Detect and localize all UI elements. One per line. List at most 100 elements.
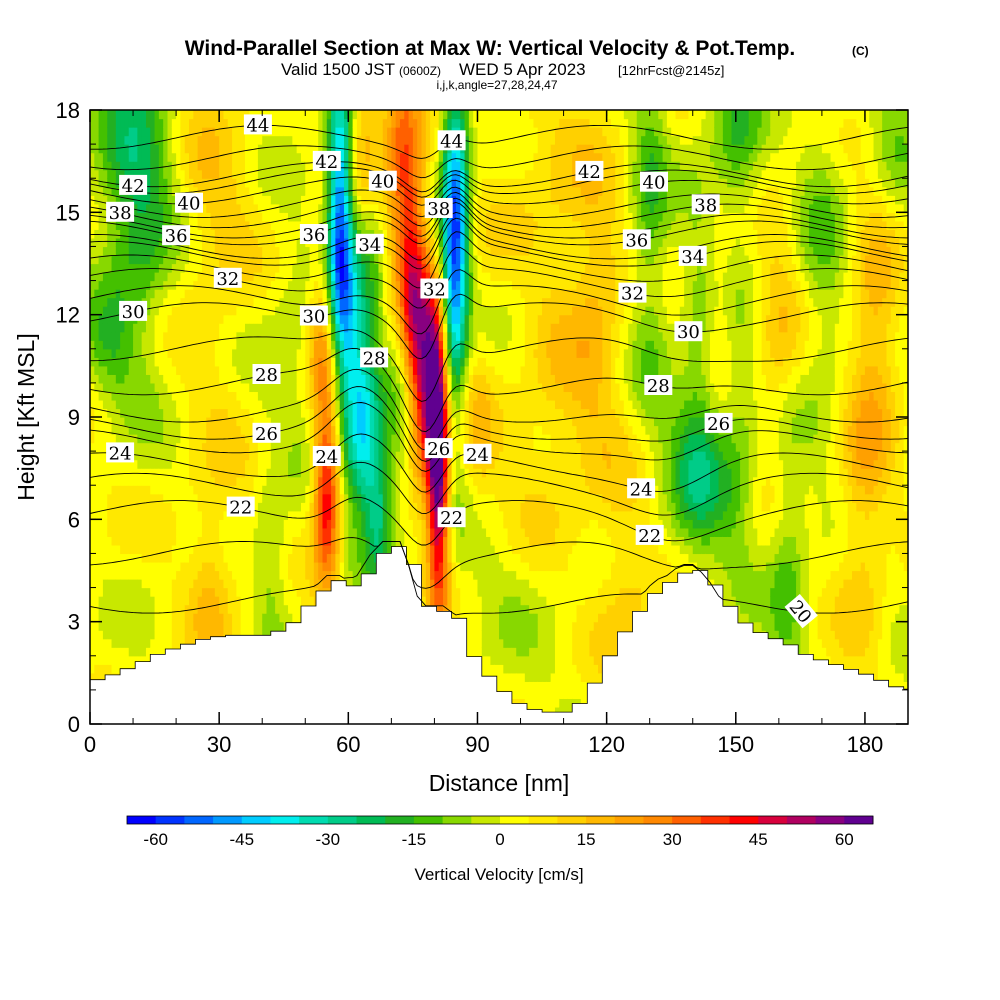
velocity-cell bbox=[90, 638, 95, 648]
velocity-cell bbox=[348, 289, 354, 299]
velocity-cell bbox=[378, 374, 384, 384]
velocity-cell bbox=[240, 331, 246, 341]
velocity-cell bbox=[266, 382, 272, 393]
velocity-cell bbox=[244, 544, 250, 555]
velocity-cell bbox=[94, 510, 100, 520]
velocity-cell bbox=[249, 485, 255, 495]
valid-date: WED 5 Apr 2023 bbox=[459, 60, 586, 79]
velocity-cell bbox=[223, 254, 229, 265]
velocity-cell bbox=[257, 485, 263, 495]
velocity-cell bbox=[189, 485, 194, 495]
velocity-cell bbox=[313, 357, 319, 367]
velocity-cell bbox=[124, 544, 130, 555]
velocity-cell bbox=[94, 280, 100, 290]
velocity-cell bbox=[296, 220, 302, 230]
velocity-cell bbox=[309, 382, 315, 393]
velocity-cell bbox=[124, 323, 130, 333]
velocity-cell bbox=[227, 553, 233, 563]
velocity-cell bbox=[180, 340, 186, 350]
velocity-cell bbox=[240, 382, 246, 393]
velocity-cell bbox=[244, 152, 250, 162]
velocity-cell bbox=[236, 237, 242, 248]
velocity-cell bbox=[240, 451, 246, 461]
velocity-cell bbox=[369, 144, 375, 154]
velocity-cell bbox=[339, 391, 345, 401]
velocity-cell bbox=[309, 476, 315, 486]
velocity-cell bbox=[292, 186, 298, 196]
velocity-cell bbox=[137, 289, 143, 299]
velocity-cell bbox=[111, 561, 117, 572]
velocity-cell bbox=[313, 365, 319, 375]
velocity-cell bbox=[98, 169, 104, 179]
velocity-cell bbox=[326, 272, 332, 282]
velocity-cell bbox=[102, 519, 108, 529]
velocity-cell bbox=[180, 561, 186, 572]
velocity-cell bbox=[154, 561, 160, 572]
velocity-cell bbox=[219, 570, 225, 580]
velocity-cell bbox=[124, 604, 130, 614]
velocity-cell bbox=[326, 289, 332, 299]
velocity-cell bbox=[201, 425, 207, 435]
velocity-cell bbox=[283, 178, 289, 188]
velocity-cell bbox=[236, 348, 242, 358]
velocity-cell bbox=[352, 169, 358, 179]
velocity-cell bbox=[145, 442, 151, 452]
velocity-cell bbox=[369, 519, 375, 529]
velocity-cell bbox=[270, 272, 276, 282]
velocity-cell bbox=[214, 408, 220, 418]
velocity-cell bbox=[189, 638, 194, 648]
velocity-cell bbox=[193, 144, 199, 154]
velocity-cell bbox=[158, 399, 164, 410]
velocity-cell bbox=[180, 536, 186, 546]
velocity-cell bbox=[206, 169, 212, 179]
velocity-cell bbox=[180, 391, 186, 401]
velocity-cell bbox=[344, 544, 349, 555]
velocity-cell bbox=[210, 306, 216, 316]
velocity-cell bbox=[240, 323, 246, 333]
velocity-cell bbox=[339, 553, 345, 563]
velocity-cell bbox=[201, 365, 207, 375]
velocity-cell bbox=[240, 306, 246, 316]
velocity-cell bbox=[232, 118, 237, 128]
velocity-cell bbox=[107, 417, 113, 427]
velocity-cell bbox=[193, 468, 199, 478]
velocity-cell bbox=[270, 331, 276, 341]
velocity-cell bbox=[158, 579, 164, 589]
velocity-cell bbox=[193, 536, 199, 546]
velocity-cell bbox=[232, 237, 237, 248]
velocity-cell bbox=[94, 544, 100, 555]
velocity-cell bbox=[137, 544, 143, 555]
velocity-cell bbox=[180, 297, 186, 307]
velocity-cell bbox=[378, 135, 384, 145]
velocity-cell bbox=[124, 348, 130, 358]
velocity-cell bbox=[262, 331, 268, 341]
velocity-cell bbox=[374, 254, 380, 265]
velocity-cell bbox=[167, 544, 173, 555]
velocity-cell bbox=[296, 391, 302, 401]
velocity-cell bbox=[305, 357, 311, 367]
velocity-cell bbox=[244, 365, 250, 375]
velocity-cell bbox=[145, 246, 151, 256]
velocity-cell bbox=[331, 519, 336, 529]
velocity-cell bbox=[339, 536, 345, 546]
velocity-cell bbox=[128, 561, 134, 572]
velocity-cell bbox=[145, 434, 151, 444]
velocity-cell bbox=[382, 246, 388, 256]
velocity-cell bbox=[115, 519, 121, 529]
velocity-cell bbox=[120, 127, 126, 137]
velocity-cell bbox=[94, 442, 100, 452]
velocity-cell bbox=[137, 195, 143, 205]
velocity-cell bbox=[189, 289, 194, 299]
velocity-cell bbox=[98, 408, 104, 418]
velocity-cell bbox=[189, 544, 194, 555]
velocity-cell bbox=[249, 169, 255, 179]
velocity-cell bbox=[227, 519, 233, 529]
velocity-cell bbox=[158, 561, 164, 572]
velocity-cell bbox=[292, 340, 298, 350]
velocity-cell bbox=[219, 246, 225, 256]
velocity-cell bbox=[137, 561, 143, 572]
velocity-cell bbox=[133, 485, 138, 495]
velocity-cell bbox=[154, 544, 160, 555]
velocity-cell bbox=[214, 553, 220, 563]
velocity-cell bbox=[275, 178, 281, 188]
